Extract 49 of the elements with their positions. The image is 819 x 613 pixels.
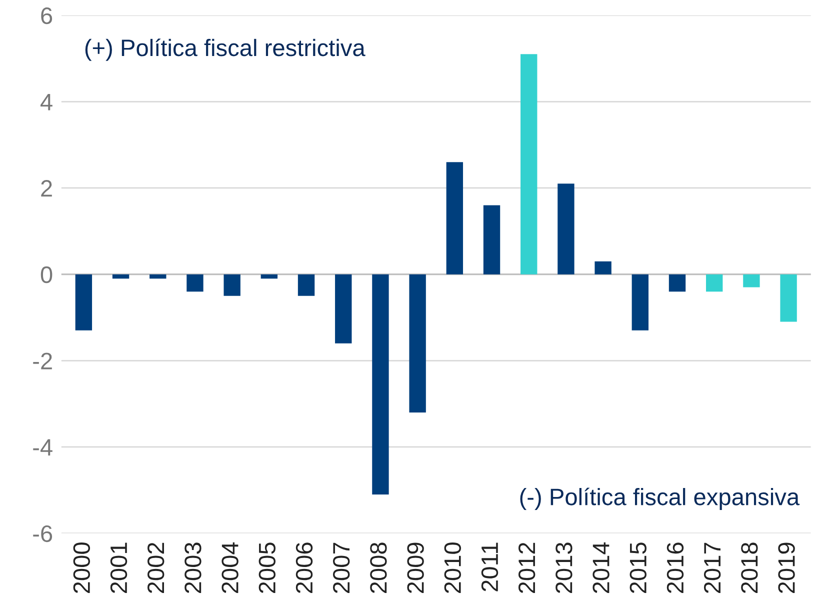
y-tick-label: 2 — [41, 180, 52, 197]
bar — [409, 274, 426, 412]
bar — [150, 274, 166, 279]
bar — [632, 274, 649, 330]
bar — [743, 274, 760, 288]
bar — [668, 274, 686, 292]
x-tick-label: 2006 — [296, 542, 313, 593]
bar — [446, 162, 464, 274]
bar — [335, 274, 352, 344]
x-tick-label: 2011 — [481, 542, 498, 592]
x-tick-label: 2005 — [258, 542, 276, 593]
y-tick-label: -2 — [33, 352, 52, 370]
bar — [520, 54, 538, 274]
x-tick-label: 2015 — [630, 542, 646, 593]
y-tick-label: -4 — [33, 439, 52, 456]
bar — [112, 274, 130, 279]
annotation: (-) Política fiscal expansiva — [520, 488, 800, 510]
bar — [372, 274, 389, 494]
annotation: (+) Política fiscal restrictiva — [85, 38, 366, 61]
bar — [594, 261, 612, 274]
x-tick-label: 2001 — [110, 542, 128, 593]
bar — [483, 205, 500, 274]
x-tick-label: 2000 — [73, 542, 90, 593]
bar — [298, 274, 315, 296]
y-tick-label: 4 — [40, 94, 52, 110]
x-tick-label: 2008 — [370, 542, 387, 593]
bar — [706, 274, 723, 292]
x-tick-label: 2014 — [592, 542, 610, 593]
x-tick-label: 2009 — [407, 542, 424, 593]
x-tick-label: 2018 — [741, 542, 758, 593]
bar — [224, 274, 240, 296]
x-tick-label: 2019 — [778, 542, 795, 593]
x-tick-label: 2017 — [704, 542, 721, 593]
x-tick-label: 2002 — [148, 542, 164, 593]
x-tick-label: 2016 — [666, 542, 684, 593]
x-tick-label: 2003 — [184, 542, 202, 593]
y-tick-label: 6 — [41, 7, 52, 24]
bar — [780, 274, 797, 322]
x-tick-label: 2004 — [222, 542, 238, 593]
x-tick-label: 2007 — [332, 542, 350, 593]
bar — [75, 274, 92, 330]
bar — [186, 274, 204, 292]
x-tick-label: 2010 — [444, 542, 462, 593]
y-tick-label: 0 — [40, 266, 52, 284]
bar — [260, 274, 278, 279]
y-tick-label: -6 — [33, 525, 52, 542]
x-tick-label: 2013 — [556, 542, 572, 593]
bar — [558, 184, 574, 274]
x-tick-label: 2012 — [518, 542, 536, 593]
